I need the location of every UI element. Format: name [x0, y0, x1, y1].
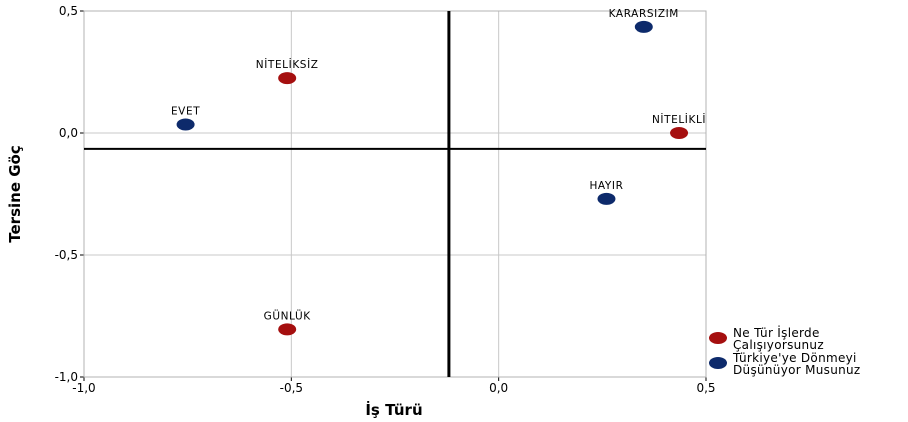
- x-tick-labels: -1,0 -0,5 0,0 0,5: [72, 381, 715, 395]
- y-tick-label: -1,0: [55, 370, 78, 384]
- legend-marker: [709, 332, 727, 344]
- legend-label: Türkiye'ye Dönmeyi: [732, 351, 857, 365]
- legend-label: Çalışıyorsunuz: [733, 338, 824, 352]
- plot-frame: [83, 10, 707, 378]
- x-axis-title: İş Türü: [365, 400, 422, 419]
- data-label: HAYIR: [589, 180, 623, 192]
- data-point: [634, 20, 653, 33]
- y-tick-label: -0,5: [55, 248, 78, 262]
- x-tick-label: -1,0: [72, 381, 95, 395]
- data-label: KARARSIZIM: [609, 8, 679, 20]
- data-points: NİTELİKSİZ NİTELİKLİ GÜNLÜK KARARSIZIM EVET H…: [171, 8, 706, 336]
- data-label: EVET: [171, 105, 200, 117]
- y-axis-title: Tersine Göç: [6, 145, 24, 242]
- data-point: [278, 72, 297, 85]
- x-tick-label: 0,5: [696, 381, 715, 395]
- data-point: [278, 323, 297, 336]
- x-tick-label: 0,0: [489, 381, 508, 395]
- data-point: [670, 127, 689, 139]
- x-tick-label: -0,5: [280, 381, 303, 395]
- y-tick-labels: -1,0 -0,5 0,0 0,5: [55, 4, 78, 384]
- y-tick-label: 0,5: [59, 4, 78, 18]
- reference-lines: [84, 11, 706, 377]
- data-label: NİTELİKLİ: [652, 113, 706, 126]
- data-label: NİTELİKSİZ: [256, 58, 319, 71]
- data-point: [176, 118, 195, 131]
- legend-marker: [709, 357, 727, 369]
- data-label: GÜNLÜK: [264, 309, 312, 322]
- legend-label: Düşünüyor Musunuz: [733, 363, 861, 377]
- data-point: [597, 192, 616, 205]
- y-tick-label: 0,0: [59, 126, 78, 140]
- legend-label: Ne Tür İşlerde: [733, 325, 820, 340]
